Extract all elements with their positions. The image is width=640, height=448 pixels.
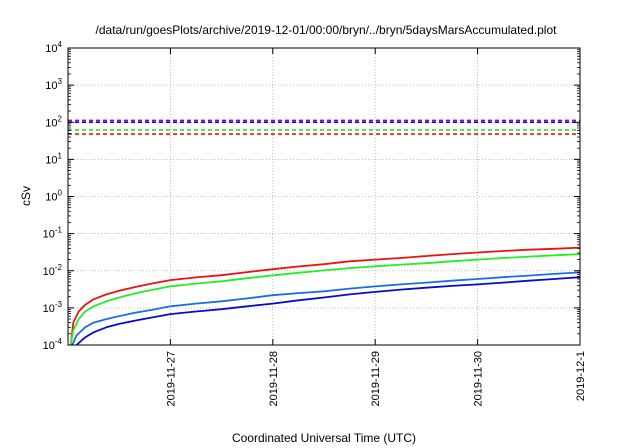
series-line — [71, 271, 581, 346]
y-tick-label: 10-2 — [43, 263, 63, 278]
series-line — [69, 246, 581, 346]
x-tick-label: 2019-11-27 — [165, 351, 177, 406]
series-line — [75, 276, 581, 346]
x-tick-label: 2019-11-29 — [370, 351, 382, 406]
x-tick-label: 2019-11-28 — [268, 351, 280, 406]
x-tick-label: 2019-12-1 — [575, 351, 587, 401]
reference-lines — [68, 119, 580, 135]
y-tick-label: 10-1 — [43, 226, 63, 241]
x-axis: 2019-11-27 2019-11-28 2019-11-29 2019-11-30… — [165, 48, 587, 406]
x-axis-label: Coordinated Universal Time (UTC) — [232, 431, 416, 445]
y-tick-label: 10-4 — [43, 337, 63, 352]
y-axis-label: cSv — [19, 186, 33, 206]
y-tick-label: 104 — [45, 40, 62, 55]
chart-title: /data/run/goesPlots/archive/2019-12-01/0… — [96, 23, 558, 37]
grid — [68, 48, 580, 345]
y-axis: 10-4 10-3 10-2 10-1 100 101 102 103 104 — [43, 40, 580, 352]
y-tick-label: 102 — [45, 114, 62, 129]
series-line — [69, 253, 581, 346]
y-tick-label: 10-3 — [43, 300, 63, 315]
series-group — [69, 246, 581, 346]
y-tick-label: 103 — [45, 77, 62, 92]
y-tick-label: 101 — [45, 151, 62, 166]
y-tick-label: 100 — [45, 189, 62, 204]
x-tick-label: 2019-11-30 — [473, 351, 485, 406]
